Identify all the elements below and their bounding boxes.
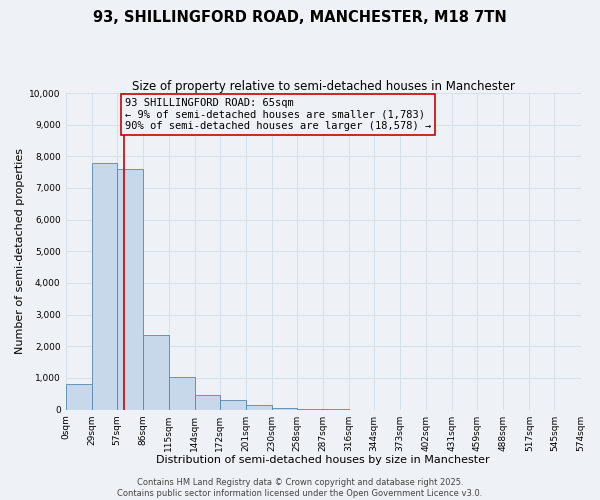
Text: Contains HM Land Registry data © Crown copyright and database right 2025.
Contai: Contains HM Land Registry data © Crown c… bbox=[118, 478, 482, 498]
Text: 93 SHILLINGFORD ROAD: 65sqm
← 9% of semi-detached houses are smaller (1,783)
90%: 93 SHILLINGFORD ROAD: 65sqm ← 9% of semi… bbox=[125, 98, 431, 131]
Bar bbox=[169, 378, 195, 410]
Title: Size of property relative to semi-detached houses in Manchester: Size of property relative to semi-detach… bbox=[131, 80, 514, 93]
Text: 93, SHILLINGFORD ROAD, MANCHESTER, M18 7TN: 93, SHILLINGFORD ROAD, MANCHESTER, M18 7… bbox=[93, 10, 507, 25]
Bar bbox=[92, 162, 116, 410]
Bar bbox=[65, 384, 92, 409]
Bar bbox=[195, 394, 220, 409]
Bar bbox=[272, 408, 297, 410]
Bar bbox=[220, 400, 246, 409]
Bar bbox=[116, 169, 143, 410]
Bar bbox=[143, 335, 169, 409]
Y-axis label: Number of semi-detached properties: Number of semi-detached properties bbox=[15, 148, 25, 354]
Bar bbox=[246, 405, 272, 409]
X-axis label: Distribution of semi-detached houses by size in Manchester: Distribution of semi-detached houses by … bbox=[156, 455, 490, 465]
